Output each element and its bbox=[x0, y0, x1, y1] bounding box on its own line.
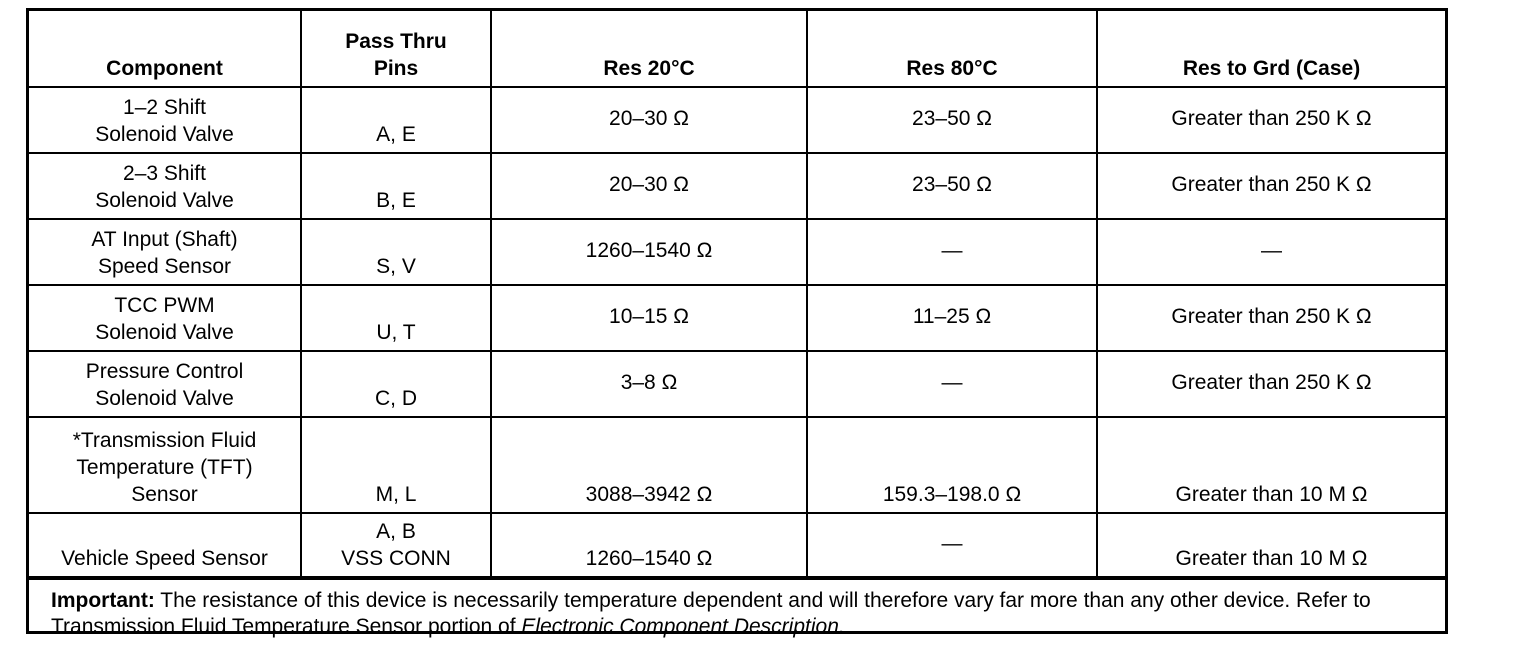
component-cell: *Transmission Fluid Temperature (TFT) Se… bbox=[29, 416, 302, 514]
component-name-line2: Solenoid Valve bbox=[95, 123, 234, 146]
component-cell: Pressure Control Solenoid Valve bbox=[29, 350, 302, 418]
component-name-line1: TCC PWM bbox=[114, 294, 215, 317]
component-cell: AT Input (Shaft) Speed Sensor bbox=[29, 218, 302, 286]
resistance-spec-table-frame: Component Pass Thru Pins Res 20°C Res 80… bbox=[26, 8, 1448, 638]
header-res-ground: Res to Grd (Case) bbox=[1096, 11, 1445, 88]
pins-cell: U, T bbox=[300, 284, 492, 352]
table-row: TCC PWM Solenoid Valve U, T 10–15 Ω 11–2… bbox=[29, 284, 1445, 352]
component-name-line1: *Transmission Fluid bbox=[72, 429, 257, 452]
component-cell: 2–3 Shift Solenoid Valve bbox=[29, 152, 302, 220]
table-row: *Transmission Fluid Temperature (TFT) Se… bbox=[29, 416, 1445, 514]
res-80c-cell: 159.3–198.0 Ω bbox=[806, 416, 1098, 514]
component-name-line2: Solenoid Valve bbox=[95, 189, 234, 212]
component-name-line1: Pressure Control bbox=[85, 360, 244, 383]
component-name-line3: Sensor bbox=[131, 483, 198, 506]
res-80c-cell: — bbox=[806, 350, 1098, 418]
table-row: 1–2 Shift Solenoid Valve A, E 20–30 Ω 23… bbox=[29, 86, 1445, 154]
res-80c-cell: — bbox=[806, 218, 1098, 286]
pins-line1: A, B bbox=[376, 520, 416, 543]
res-20c-cell: 3088–3942 Ω bbox=[490, 416, 808, 514]
res-80c-cell: — bbox=[806, 512, 1098, 578]
note-label: Important: bbox=[51, 589, 155, 612]
header-pins-line2: Pins bbox=[373, 57, 419, 80]
res-20c-cell: 1260–1540 Ω bbox=[490, 218, 808, 286]
pins-line2: VSS CONN bbox=[341, 547, 451, 570]
res-ground-cell: Greater than 10 M Ω bbox=[1096, 512, 1445, 578]
pins-cell: S, V bbox=[300, 218, 492, 286]
pins-cell: C, D bbox=[300, 350, 492, 418]
res-ground-cell: Greater than 250 K Ω bbox=[1096, 284, 1445, 352]
res-20c-cell: 10–15 Ω bbox=[490, 284, 808, 352]
res-ground-cell: — bbox=[1096, 218, 1445, 286]
res-80c-cell: 23–50 Ω bbox=[806, 152, 1098, 220]
pins-cell: A, B VSS CONN bbox=[300, 512, 492, 578]
note-reference: Electronic Component Description. bbox=[521, 615, 845, 638]
resistance-spec-table: Component Pass Thru Pins Res 20°C Res 80… bbox=[29, 11, 1445, 578]
important-note: Important: The resistance of this device… bbox=[29, 578, 1445, 646]
res-20c-cell: 20–30 Ω bbox=[490, 152, 808, 220]
res-20c-cell: 20–30 Ω bbox=[490, 86, 808, 154]
header-res-80c: Res 80°C bbox=[806, 11, 1098, 88]
table-row: 2–3 Shift Solenoid Valve B, E 20–30 Ω 23… bbox=[29, 152, 1445, 220]
component-cell: Vehicle Speed Sensor bbox=[29, 512, 302, 578]
res-ground-cell: Greater than 250 K Ω bbox=[1096, 86, 1445, 154]
component-name-line2: Temperature (TFT) bbox=[76, 456, 253, 479]
component-name-line1: 2–3 Shift bbox=[123, 162, 206, 185]
component-name-line2: Speed Sensor bbox=[97, 255, 232, 278]
component-cell: 1–2 Shift Solenoid Valve bbox=[29, 86, 302, 154]
res-ground-cell: Greater than 250 K Ω bbox=[1096, 152, 1445, 220]
pins-cell: M, L bbox=[300, 416, 492, 514]
table-row: AT Input (Shaft) Speed Sensor S, V 1260–… bbox=[29, 218, 1445, 286]
component-name-line2: Solenoid Valve bbox=[95, 387, 234, 410]
header-res-20c: Res 20°C bbox=[490, 11, 808, 88]
table-row: Pressure Control Solenoid Valve C, D 3–8… bbox=[29, 350, 1445, 418]
pins-cell: B, E bbox=[300, 152, 492, 220]
component-name-line2: Solenoid Valve bbox=[95, 321, 234, 344]
header-component: Component bbox=[29, 11, 302, 88]
res-ground-cell: Greater than 250 K Ω bbox=[1096, 350, 1445, 418]
note-text: The resistance of this device is necessa… bbox=[51, 589, 1371, 638]
header-pins: Pass Thru Pins bbox=[300, 11, 492, 88]
res-20c-cell: 3–8 Ω bbox=[490, 350, 808, 418]
component-name-line1: AT Input (Shaft) bbox=[91, 228, 238, 251]
pins-cell: A, E bbox=[300, 86, 492, 154]
res-20c-cell: 1260–1540 Ω bbox=[490, 512, 808, 578]
component-cell: TCC PWM Solenoid Valve bbox=[29, 284, 302, 352]
component-name-line1: 1–2 Shift bbox=[123, 96, 206, 119]
res-ground-cell: Greater than 10 M Ω bbox=[1096, 416, 1445, 514]
res-80c-cell: 23–50 Ω bbox=[806, 86, 1098, 154]
res-80c-cell: 11–25 Ω bbox=[806, 284, 1098, 352]
table-row: Vehicle Speed Sensor A, B VSS CONN 1260–… bbox=[29, 512, 1445, 578]
header-row: Component Pass Thru Pins Res 20°C Res 80… bbox=[29, 11, 1445, 88]
header-pins-line1: Pass Thru bbox=[345, 30, 447, 53]
